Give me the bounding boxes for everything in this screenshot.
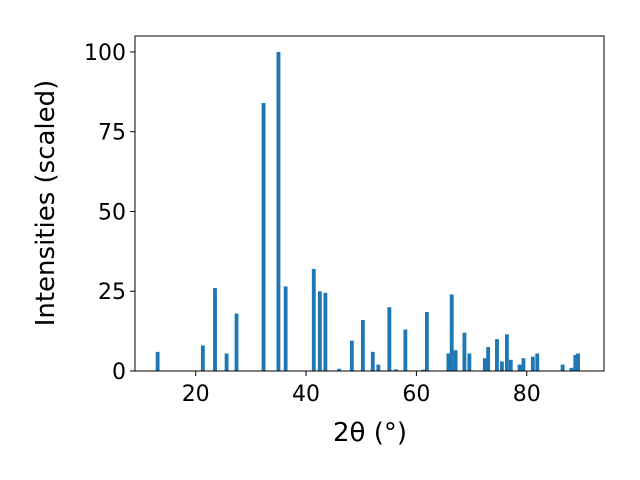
bar: [535, 353, 540, 371]
x-tick-label: 80: [513, 382, 541, 407]
bar: [453, 350, 458, 371]
bar: [337, 368, 342, 371]
y-axis-label: Intensities (scaled): [31, 80, 61, 327]
bar: [576, 353, 580, 371]
bar: [261, 103, 266, 371]
bar: [446, 353, 451, 371]
x-axis-ticks: 20 40 60 80: [182, 371, 541, 407]
bar: [499, 361, 504, 371]
bar: [421, 369, 425, 371]
x-tick-label: 20: [182, 382, 210, 407]
bar: [486, 347, 491, 371]
bar: [569, 367, 574, 371]
bar: [376, 364, 381, 371]
plot-frame: [134, 35, 605, 372]
bar: [276, 51, 281, 371]
bar: [508, 359, 513, 371]
bar-series: [155, 51, 580, 371]
bar: [394, 369, 398, 371]
bar: [200, 345, 205, 371]
bar: [495, 339, 499, 371]
bar: [360, 319, 365, 371]
y-tick-label: 100: [84, 41, 126, 66]
bar: [504, 334, 509, 371]
bar: [283, 286, 288, 371]
y-axis-ticks: 0 25 50 75 100: [84, 41, 135, 385]
bar: [530, 356, 535, 371]
bar: [424, 311, 429, 371]
bar: [573, 355, 578, 371]
bar: [349, 340, 354, 371]
bar: [323, 292, 328, 371]
bar: [560, 364, 565, 371]
bar: [317, 291, 322, 371]
bar: [311, 268, 316, 371]
bar: [521, 358, 526, 371]
y-tick-label: 50: [98, 200, 126, 225]
y-tick-label: 25: [98, 280, 126, 305]
bar: [462, 332, 467, 371]
bar: [467, 353, 472, 371]
bar: [213, 288, 217, 371]
bar: [517, 364, 522, 371]
x-tick-label: 40: [292, 382, 320, 407]
bar: [234, 313, 239, 371]
y-tick-label: 0: [112, 360, 126, 385]
bar: [387, 307, 392, 371]
y-tick-label: 75: [98, 121, 126, 146]
x-tick-label: 60: [402, 382, 430, 407]
bar: [482, 358, 487, 371]
bar: [224, 353, 229, 371]
bar: [449, 294, 454, 371]
x-axis-label: 2θ (°): [333, 418, 407, 448]
bar: [155, 351, 160, 371]
bar: [370, 351, 375, 371]
bar: [403, 329, 408, 371]
